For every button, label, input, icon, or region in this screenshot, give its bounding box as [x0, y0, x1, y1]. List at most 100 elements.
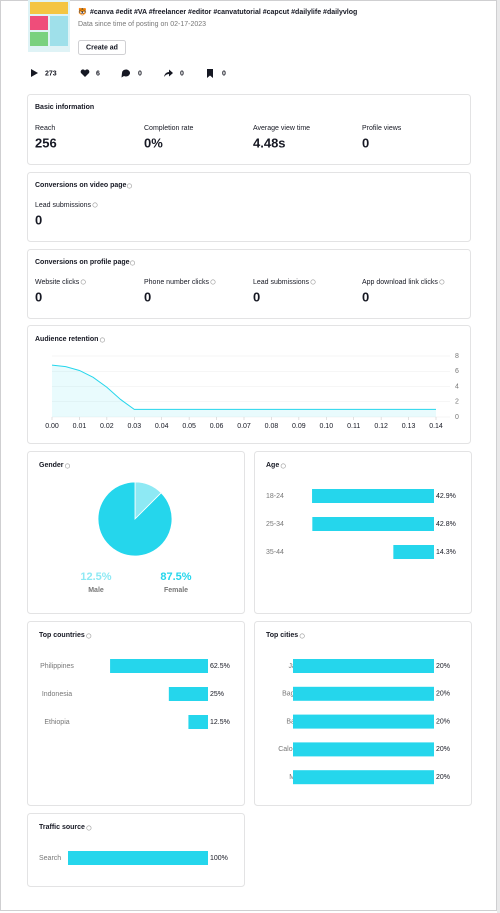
- info-icon[interactable]: [99, 337, 105, 343]
- info-icon[interactable]: [310, 279, 316, 285]
- bar-value-label: 14.3%: [436, 549, 456, 556]
- bar-value-label: 25%: [210, 691, 224, 698]
- top-countries-card: [27, 621, 245, 806]
- bar: [312, 489, 434, 503]
- x-tick-label: 0.11: [347, 423, 360, 430]
- x-tick-label: 0.02: [100, 423, 114, 430]
- x-tick-label: 0.05: [182, 423, 196, 430]
- bar: [293, 686, 434, 701]
- metric-value: 0: [362, 135, 369, 150]
- metric-label: Profile views: [362, 125, 402, 132]
- metric-value: 256: [35, 135, 57, 150]
- metric-value: 0: [35, 212, 42, 227]
- bar-category-label: 18-24: [266, 493, 284, 500]
- pie-value-label: 12.5%: [80, 571, 111, 583]
- stat-value: 0: [222, 70, 226, 77]
- pie-slice: [97, 481, 173, 557]
- info-icon[interactable]: [126, 183, 132, 189]
- stat-value: 0: [180, 70, 184, 77]
- info-icon[interactable]: [65, 463, 71, 469]
- metric-value: 0: [35, 289, 42, 304]
- play-icon: [31, 69, 38, 77]
- bar-value-label: 42.9%: [436, 493, 456, 500]
- video-hashtags: #canva #edit #VA #freelancer #editor #ca…: [90, 9, 357, 16]
- conversions-video-card: [27, 172, 471, 242]
- bar: [168, 687, 208, 701]
- card-title: Audience retention: [35, 336, 98, 343]
- save-icon: [207, 69, 213, 78]
- bar-value-label: 20%: [436, 746, 450, 753]
- y-tick-label: 0: [455, 414, 459, 421]
- age-card: [254, 451, 472, 614]
- x-tick-label: 0.06: [210, 423, 224, 430]
- bar: [393, 545, 434, 559]
- metric-label: Reach: [35, 125, 55, 132]
- metric-label: Completion rate: [144, 125, 194, 132]
- traffic-source-card: [27, 813, 245, 887]
- pie-category-label: Male: [88, 587, 104, 594]
- bar-category-label: 25-34: [266, 521, 284, 528]
- like-icon: [80, 69, 90, 77]
- thumbnail[interactable]: [28, 0, 70, 52]
- x-tick-label: 0.03: [127, 423, 141, 430]
- bar-value-label: 42.8%: [436, 521, 456, 528]
- x-tick-label: 0.00: [45, 423, 59, 430]
- info-icon[interactable]: [299, 633, 305, 639]
- create-ad-label[interactable]: Create ad: [86, 44, 118, 51]
- bar-value-label: 20%: [436, 691, 450, 698]
- metric-label: Website clicks: [35, 279, 80, 286]
- bar: [110, 659, 208, 673]
- card-title: Age: [266, 462, 279, 469]
- stat-value: 0: [138, 70, 142, 77]
- card-title: Conversions on profile page: [35, 259, 130, 266]
- x-tick-label: 0.14: [429, 423, 443, 430]
- bar: [293, 742, 434, 757]
- info-icon[interactable]: [280, 463, 286, 469]
- card-title: Gender: [39, 462, 64, 469]
- info-icon[interactable]: [130, 260, 136, 266]
- info-icon[interactable]: [210, 279, 216, 285]
- card-title: Traffic source: [39, 824, 85, 831]
- bar-category-label: Indonesia: [42, 691, 72, 698]
- bar-value-label: 100%: [210, 855, 228, 862]
- info-icon[interactable]: [92, 202, 98, 208]
- bar-value-label: 12.5%: [210, 719, 230, 726]
- bar: [293, 714, 434, 729]
- stat-value: 273: [45, 70, 57, 77]
- backdrop: [497, 0, 500, 913]
- bar-value-label: 62.5%: [210, 663, 230, 670]
- x-tick-label: 0.04: [155, 423, 169, 430]
- info-icon[interactable]: [80, 279, 86, 285]
- info-icon[interactable]: [86, 633, 92, 639]
- x-tick-label: 0.08: [265, 423, 279, 430]
- retention-area: [52, 365, 436, 417]
- x-tick-label: 0.07: [237, 423, 251, 430]
- share-icon: [164, 69, 173, 77]
- metric-label: Lead submissions: [253, 279, 310, 286]
- bar-category-label: 35-44: [266, 549, 284, 556]
- card-title: Top cities: [266, 632, 298, 639]
- create-ad-button[interactable]: [78, 40, 126, 55]
- bar-value-label: 20%: [436, 718, 450, 725]
- x-tick-label: 0.13: [402, 423, 416, 430]
- y-tick-label: 4: [455, 383, 459, 390]
- metric-label: Lead submissions: [35, 202, 92, 209]
- y-tick-label: 8: [455, 353, 459, 360]
- info-icon[interactable]: [439, 279, 445, 285]
- audience-retention-card: [27, 325, 471, 444]
- emoji: 🐯: [78, 7, 87, 16]
- bar: [293, 770, 434, 785]
- card-title: Top countries: [39, 632, 85, 639]
- card-title: Conversions on video page: [35, 182, 127, 189]
- bar: [293, 659, 434, 673]
- comment-icon: [121, 69, 130, 78]
- basic-information-card: [27, 94, 471, 165]
- y-tick-label: 2: [455, 399, 459, 406]
- pie-value-label: 87.5%: [160, 571, 191, 583]
- info-icon[interactable]: [86, 825, 92, 831]
- bar-value-label: 20%: [436, 774, 450, 781]
- x-tick-label: 0.12: [374, 423, 388, 430]
- bar-category-label: Ethiopia: [44, 719, 69, 726]
- bar-value-label: 20%: [436, 663, 450, 670]
